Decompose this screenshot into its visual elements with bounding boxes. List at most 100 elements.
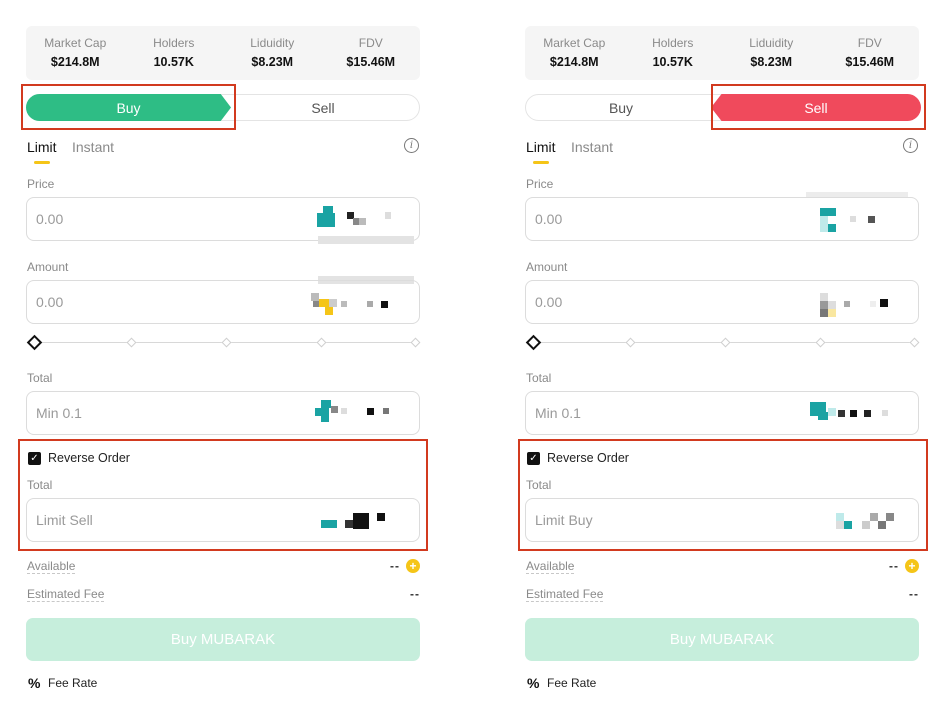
slider-mark-75[interactable] xyxy=(316,337,327,348)
reverse-order-label: Reverse Order xyxy=(48,451,130,465)
price-placeholder: 0.00 xyxy=(36,211,64,227)
tab-active-indicator xyxy=(533,161,549,164)
token-selector-icon[interactable] xyxy=(311,206,407,234)
deposit-plus-icon[interactable]: + xyxy=(905,559,919,573)
stat-value: $15.46M xyxy=(346,55,396,69)
stat-label: Market Cap xyxy=(44,36,107,50)
token-selector-icon[interactable] xyxy=(810,400,906,428)
fee-rate-link[interactable]: % Fee Rate xyxy=(527,675,596,691)
tab-instant[interactable]: Instant xyxy=(72,139,115,155)
available-row: Available -- + xyxy=(526,559,919,575)
slider-handle[interactable] xyxy=(26,334,43,351)
tab-instant[interactable]: Instant xyxy=(571,139,614,155)
amount-placeholder: 0.00 xyxy=(36,294,64,310)
checkbox-checked-icon[interactable]: ✓ xyxy=(28,451,41,465)
amount-slider[interactable] xyxy=(525,334,920,351)
stat-liquidity: Liduidity $8.23M xyxy=(223,26,322,80)
estimated-fee-label[interactable]: Estimated Fee xyxy=(526,587,604,602)
stat-fdv: FDV $15.46M xyxy=(322,26,421,80)
available-row: Available -- + xyxy=(27,559,420,575)
stat-label: Liduidity xyxy=(749,36,794,50)
stat-liquidity: Liduidity $8.23M xyxy=(722,26,821,80)
deposit-plus-icon[interactable]: + xyxy=(406,559,420,573)
slider-mark-75[interactable] xyxy=(815,337,826,348)
stat-holders: Holders 10.57K xyxy=(624,26,723,80)
slider-mark-100[interactable] xyxy=(909,337,920,348)
amount-placeholder: 0.00 xyxy=(535,294,563,310)
tab-limit[interactable]: Limit xyxy=(526,139,556,155)
percent-icon: % xyxy=(527,675,540,691)
total-input[interactable]: Min 0.1 xyxy=(525,391,919,435)
price-input[interactable]: 0.00 xyxy=(26,197,420,241)
estimated-fee-row: Estimated Fee -- xyxy=(27,587,420,603)
amount-input[interactable]: 0.00 xyxy=(525,280,919,324)
token-selector-icon[interactable] xyxy=(810,289,906,317)
token-selector-icon[interactable] xyxy=(311,400,407,428)
reverse-total-input[interactable]: Limit Sell xyxy=(26,498,420,542)
order-type-tabs: Limit Instant i xyxy=(26,137,420,167)
amount-input[interactable]: 0.00 xyxy=(26,280,420,324)
slider-mark-25[interactable] xyxy=(625,337,636,348)
amount-label: Amount xyxy=(526,260,568,274)
price-input[interactable]: 0.00 xyxy=(525,197,919,241)
trade-panel-buy: Market Cap $214.8M Holders 10.57K Liduid… xyxy=(18,0,428,715)
total-placeholder: Min 0.1 xyxy=(535,405,581,421)
total-label: Total xyxy=(526,371,552,385)
slider-handle[interactable] xyxy=(525,334,542,351)
available-label[interactable]: Available xyxy=(526,559,575,574)
tab-limit[interactable]: Limit xyxy=(27,139,57,155)
stat-label: Holders xyxy=(652,36,694,50)
amount-slider[interactable] xyxy=(26,334,421,351)
trade-panel-sell: Market Cap $214.8M Holders 10.57K Liduid… xyxy=(518,0,928,715)
reverse-total-placeholder: Limit Buy xyxy=(535,512,593,528)
token-selector-icon[interactable] xyxy=(810,507,906,535)
token-selector-icon[interactable] xyxy=(810,206,906,234)
buy-sell-toggle: Buy Sell xyxy=(525,94,921,121)
total-label: Total xyxy=(27,371,53,385)
buy-submit-button[interactable]: Buy MUBARAK xyxy=(26,618,420,661)
price-placeholder: 0.00 xyxy=(535,211,563,227)
token-stats: Market Cap $214.8M Holders 10.57K Liduid… xyxy=(26,26,420,80)
available-label[interactable]: Available xyxy=(27,559,76,574)
reverse-total-label: Total xyxy=(526,478,552,492)
slider-mark-25[interactable] xyxy=(126,337,137,348)
info-icon[interactable]: i xyxy=(404,138,419,153)
slider-mark-50[interactable] xyxy=(221,337,232,348)
buy-submit-button[interactable]: Buy MUBARAK xyxy=(525,618,919,661)
estimated-fee-label[interactable]: Estimated Fee xyxy=(27,587,105,602)
reverse-total-input[interactable]: Limit Buy xyxy=(525,498,919,542)
estimated-fee-row: Estimated Fee -- xyxy=(526,587,919,603)
available-value: -- xyxy=(889,559,899,573)
stat-value: 10.57K xyxy=(652,55,693,69)
reverse-order-toggle[interactable]: ✓ Reverse Order xyxy=(527,450,629,466)
slider-mark-100[interactable] xyxy=(410,337,421,348)
reverse-total-placeholder: Limit Sell xyxy=(36,512,93,528)
sell-tab[interactable]: Sell xyxy=(311,99,335,116)
stat-value: $214.8M xyxy=(50,55,100,69)
info-icon[interactable]: i xyxy=(903,138,918,153)
stat-market-cap: Market Cap $214.8M xyxy=(26,26,125,80)
total-input[interactable]: Min 0.1 xyxy=(26,391,420,435)
sell-tab[interactable]: Sell xyxy=(711,94,921,121)
stat-label: Liduidity xyxy=(250,36,295,50)
reverse-order-label: Reverse Order xyxy=(547,451,629,465)
reverse-total-label: Total xyxy=(27,478,53,492)
buy-sell-toggle: Buy Sell xyxy=(26,94,420,121)
buy-tab[interactable]: Buy xyxy=(26,94,231,121)
stat-market-cap: Market Cap $214.8M xyxy=(525,26,624,80)
token-selector-icon[interactable] xyxy=(311,507,407,535)
stat-value: $15.46M xyxy=(845,55,895,69)
checkbox-checked-icon[interactable]: ✓ xyxy=(527,451,540,465)
blurred-bar xyxy=(806,192,908,198)
buy-tab[interactable]: Buy xyxy=(608,99,634,116)
token-selector-icon[interactable] xyxy=(311,289,407,317)
fee-rate-link[interactable]: % Fee Rate xyxy=(28,675,97,691)
estimated-fee-value: -- xyxy=(909,587,919,601)
reverse-order-toggle[interactable]: ✓ Reverse Order xyxy=(28,450,130,466)
stat-holders: Holders 10.57K xyxy=(125,26,224,80)
price-label: Price xyxy=(526,177,554,191)
amount-label: Amount xyxy=(27,260,69,274)
estimated-fee-value: -- xyxy=(410,587,420,601)
slider-mark-50[interactable] xyxy=(720,337,731,348)
total-placeholder: Min 0.1 xyxy=(36,405,82,421)
